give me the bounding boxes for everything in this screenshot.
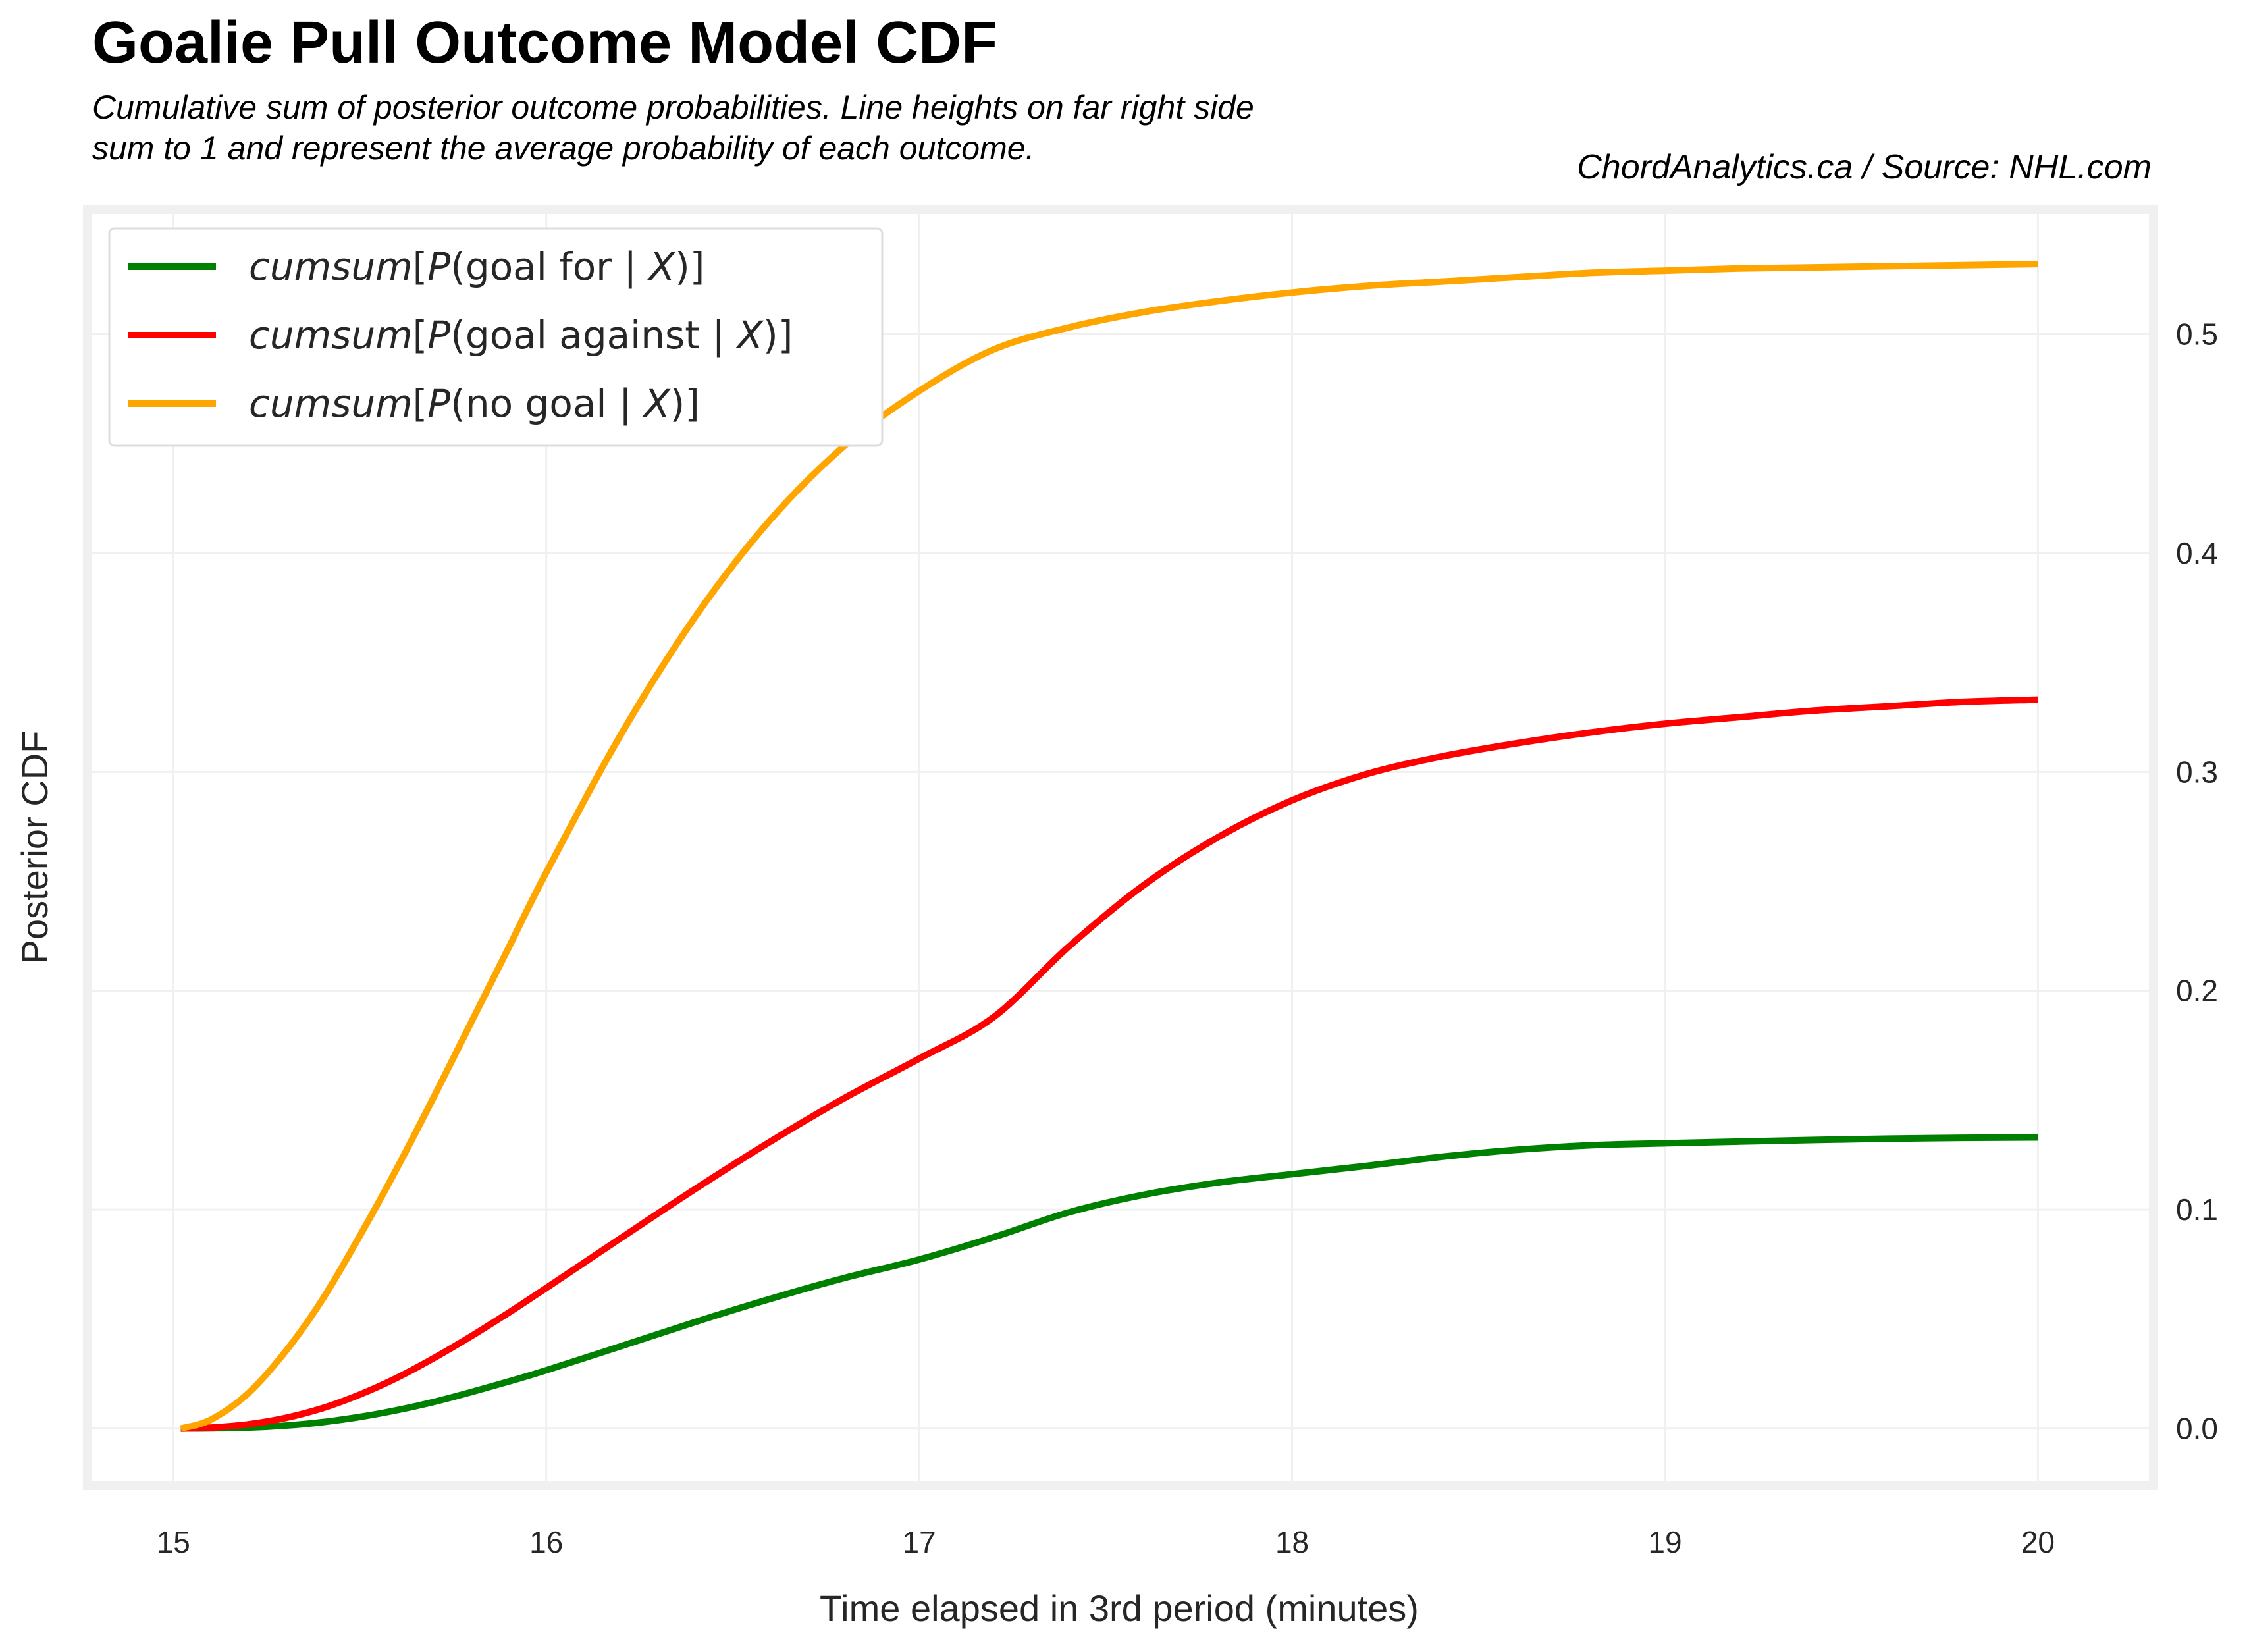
legend-box xyxy=(108,227,884,447)
y-axis-label: Posterior CDF xyxy=(14,731,55,965)
chart-subtitle-line-2: sum to 1 and represent the average proba… xyxy=(92,130,1035,167)
series-lines xyxy=(180,261,2038,1432)
y-tick-labels: 0.0 0.1 0.2 0.3 0.4 0.5 xyxy=(2176,317,2218,1445)
x-tick-label-4: 19 xyxy=(1648,1525,1681,1559)
chart-credit: ChordAnalytics.ca / Source: NHL.com xyxy=(1577,148,2152,186)
plot-frame xyxy=(83,205,2158,1490)
chart-subtitle-line-1: Cumulative sum of posterior outcome prob… xyxy=(92,89,1254,126)
series-line-goal-against xyxy=(180,696,2038,1432)
legend-label-goal-against: cumsum[P(goal against | X)] xyxy=(249,313,793,358)
x-tick-labels: 15 16 17 18 19 20 xyxy=(157,1525,2055,1559)
y-tick-label-1: 0.1 xyxy=(2176,1192,2218,1227)
x-tick-label-1: 16 xyxy=(529,1525,563,1559)
x-tick-label-3: 18 xyxy=(1275,1525,1309,1559)
series-line-goal-for xyxy=(180,1134,2038,1432)
legend-label-goal-for: cumsum[P(goal for | X)] xyxy=(249,244,704,289)
y-tick-label-3: 0.3 xyxy=(2176,755,2218,789)
chart-title: Goalie Pull Outcome Model CDF xyxy=(92,10,998,76)
legend-label-no-goal: cumsum[P(no goal | X)] xyxy=(249,381,700,426)
legend: cumsum[P(goal for | X)] cumsum[P(goal aga… xyxy=(108,227,884,447)
grid-lines xyxy=(88,209,2154,1485)
y-tick-label-5: 0.5 xyxy=(2176,317,2218,351)
series-line-no-goal xyxy=(180,261,2038,1432)
x-tick-label-0: 15 xyxy=(157,1525,190,1559)
y-tick-label-4: 0.4 xyxy=(2176,536,2218,570)
y-tick-label-2: 0.2 xyxy=(2176,974,2218,1008)
x-tick-label-2: 17 xyxy=(903,1525,936,1559)
chart-subtitle: Cumulative sum of posterior outcome prob… xyxy=(92,87,1672,169)
y-tick-label-0: 0.0 xyxy=(2176,1412,2218,1446)
x-tick-label-5: 20 xyxy=(2021,1525,2055,1559)
x-axis-label: Time elapsed in 3rd period (minutes) xyxy=(820,1587,1419,1629)
